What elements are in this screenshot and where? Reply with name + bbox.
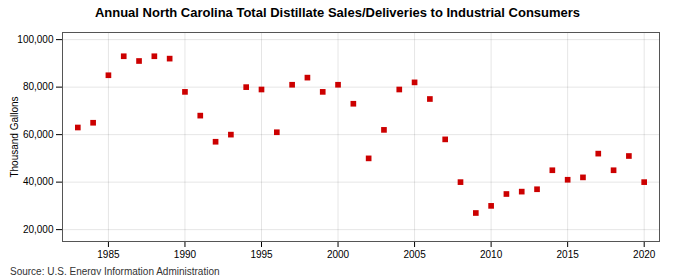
svg-text:100,000: 100,000 [17, 34, 54, 45]
svg-text:Thousand Gallons: Thousand Gallons [9, 96, 20, 177]
svg-text:2005: 2005 [403, 249, 426, 260]
html-text:Annual North Carolina Total Di: Annual North Carolina Total Distillate S… [94, 5, 581, 20]
svg-text:2020: 2020 [633, 249, 656, 260]
svg-text:2000: 2000 [327, 249, 350, 260]
svg-text:1985: 1985 [97, 249, 120, 260]
svg-text:60,000: 60,000 [23, 129, 54, 140]
svg-text:40,000: 40,000 [23, 176, 54, 187]
svg-text:1995: 1995 [250, 249, 273, 260]
svg-text:2015: 2015 [557, 249, 580, 260]
svg-text:80,000: 80,000 [23, 81, 54, 92]
svg-text:1990: 1990 [174, 249, 197, 260]
svg-text:20,000: 20,000 [23, 224, 54, 235]
svg-text:2010: 2010 [480, 249, 503, 260]
